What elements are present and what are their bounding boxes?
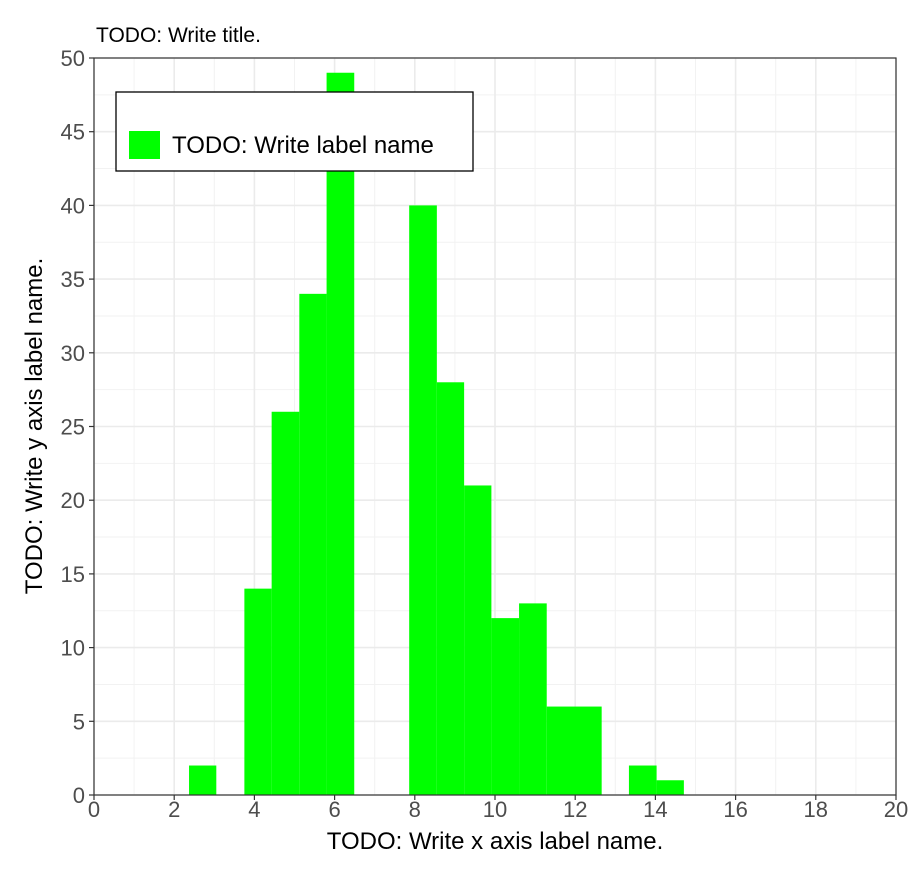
y-tick-label: 40 [61, 193, 85, 218]
x-tick-label: 14 [643, 797, 667, 822]
y-tick-label: 35 [61, 267, 85, 292]
y-tick-label: 5 [73, 709, 85, 734]
x-tick-label: 10 [483, 797, 507, 822]
x-tick-label: 8 [409, 797, 421, 822]
y-tick-label: 45 [61, 120, 85, 145]
x-axis-label: TODO: Write x axis label name. [327, 828, 664, 855]
x-tick-label: 2 [168, 797, 180, 822]
histogram-bar [244, 588, 272, 795]
x-tick-label: 16 [723, 797, 747, 822]
x-tick-label: 0 [88, 797, 100, 822]
histogram-bar [271, 411, 300, 795]
y-axis-ticks: 0 5 10 15 20 25 30 35 40 45 50 [61, 46, 94, 808]
y-tick-label: 15 [61, 562, 85, 587]
x-tick-label: 4 [248, 797, 260, 822]
histogram-bar [628, 765, 657, 795]
legend: TODO: Write label name [115, 91, 474, 172]
y-tick-label: 30 [61, 341, 85, 366]
histogram-bar [656, 780, 684, 795]
y-axis-label: TODO: Write y axis label name. [21, 258, 48, 595]
histogram-bar [409, 205, 437, 795]
legend-swatch [129, 131, 160, 159]
histogram-bar [299, 293, 327, 795]
y-tick-label: 25 [61, 415, 85, 440]
legend-label: TODO: Write label name [172, 132, 434, 159]
histogram-bar [519, 603, 547, 795]
chart-title: TODO: Write title. [96, 24, 261, 47]
histogram-bar [436, 382, 465, 795]
histogram-bar [573, 706, 602, 795]
x-tick-label: 12 [563, 797, 587, 822]
x-axis-ticks: 0 2 4 6 8 10 12 14 16 18 20 [88, 795, 908, 822]
legend-box [115, 91, 474, 172]
histogram-bar [546, 706, 574, 795]
y-tick-label: 0 [73, 783, 85, 808]
x-tick-label: 18 [804, 797, 828, 822]
histogram-bar [189, 765, 217, 795]
histogram-bar [491, 618, 520, 795]
x-tick-label: 20 [884, 797, 908, 822]
y-tick-label: 20 [61, 488, 85, 513]
x-tick-label: 6 [328, 797, 340, 822]
histogram-bar [464, 485, 492, 795]
histogram-bars [189, 72, 684, 796]
y-tick-label: 50 [61, 46, 85, 71]
y-tick-label: 10 [61, 636, 85, 661]
histogram-bar [326, 72, 355, 796]
